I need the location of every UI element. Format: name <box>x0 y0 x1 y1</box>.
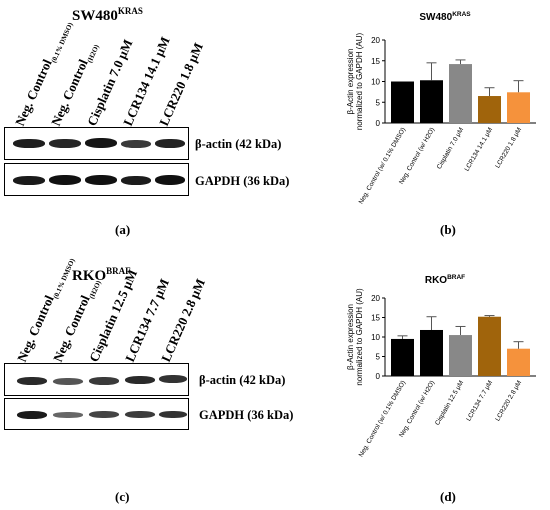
y-tick-label: 0 <box>376 119 381 128</box>
bar <box>507 92 530 123</box>
bar <box>420 329 443 376</box>
x-tick-label: LCR220 2.8 μM <box>494 380 523 423</box>
bar <box>391 338 414 376</box>
panel-b-letter: (b) <box>440 222 456 237</box>
blot-c-title: RKOBRAF <box>72 266 131 284</box>
chart-title-sup: BRAF <box>447 274 465 281</box>
blot-a-title: SW480KRAS <box>72 6 143 24</box>
bar <box>391 81 414 123</box>
y-tick-label: 10 <box>371 333 380 342</box>
chart-d-rko: RKOBRAF β-Actin expressionnormalized to G… <box>346 274 536 459</box>
x-tick-label: Cisplatin 7.0 μM <box>436 127 465 171</box>
y-tick-label: 10 <box>371 78 380 87</box>
blot-a-actin-label: β-actin (42 kDa) <box>195 137 282 151</box>
bar <box>420 80 443 123</box>
x-tick-label: Neg. Control (w/ 0.1% DMSO) <box>358 127 408 206</box>
blot-c-actin-strip <box>4 363 189 396</box>
y-tick-label: 20 <box>371 36 380 45</box>
blot-a-gapdh-label: GAPDH (36 kDa) <box>195 174 290 188</box>
panel-d-letter: (d) <box>440 489 456 504</box>
bar <box>478 96 501 123</box>
y-axis-label: β-Actin expressionnormalized to GAPDH (A… <box>346 32 364 130</box>
panel-c-letter: (c) <box>115 489 130 504</box>
x-tick-label: Neg. Control (w/ 0.1% DMSO) <box>358 380 408 459</box>
blot-a-gapdh-strip <box>4 163 189 196</box>
y-label-line: β-Actin expression <box>346 49 355 115</box>
y-label-line: normalized to GAPDH (AU) <box>355 32 364 130</box>
bar <box>449 335 472 376</box>
y-label-line: β-Actin expression <box>346 304 355 370</box>
y-tick-label: 15 <box>371 57 380 66</box>
blot-c-gapdh-label: GAPDH (36 kDa) <box>199 408 294 422</box>
bar <box>507 348 530 376</box>
bar <box>478 316 501 376</box>
x-tick-label: LCR134 7.7 μM <box>465 380 494 423</box>
bar <box>449 64 472 123</box>
chart-title: SW480KRAS <box>419 11 471 23</box>
x-tick-label: LCR134 14.1 μM <box>464 127 495 173</box>
y-tick-label: 20 <box>371 294 380 303</box>
y-tick-label: 5 <box>376 353 381 362</box>
y-label-line: normalized to GAPDH (AU) <box>355 288 364 386</box>
chart-title-sup: KRAS <box>452 11 471 18</box>
blot-c-gapdh-strip <box>4 398 189 430</box>
x-tick-label: Cisplatin 12.5 μM <box>434 380 465 427</box>
chart-b-sw480: SW480KRAS β-Actin expressionnormalized to… <box>346 11 536 206</box>
blot-a-actin-strip <box>4 127 189 160</box>
blot-c-actin-label: β-actin (42 kDa) <box>199 373 286 387</box>
y-tick-label: 15 <box>371 314 380 323</box>
y-tick-label: 5 <box>376 98 381 107</box>
chart-title: RKOBRAF <box>425 274 465 286</box>
y-tick-label: 0 <box>376 372 381 381</box>
y-axis-label: β-Actin expressionnormalized to GAPDH (A… <box>346 288 364 386</box>
panel-a-letter: (a) <box>115 222 131 237</box>
x-tick-label: LCR220 1.8 μM <box>494 127 523 170</box>
